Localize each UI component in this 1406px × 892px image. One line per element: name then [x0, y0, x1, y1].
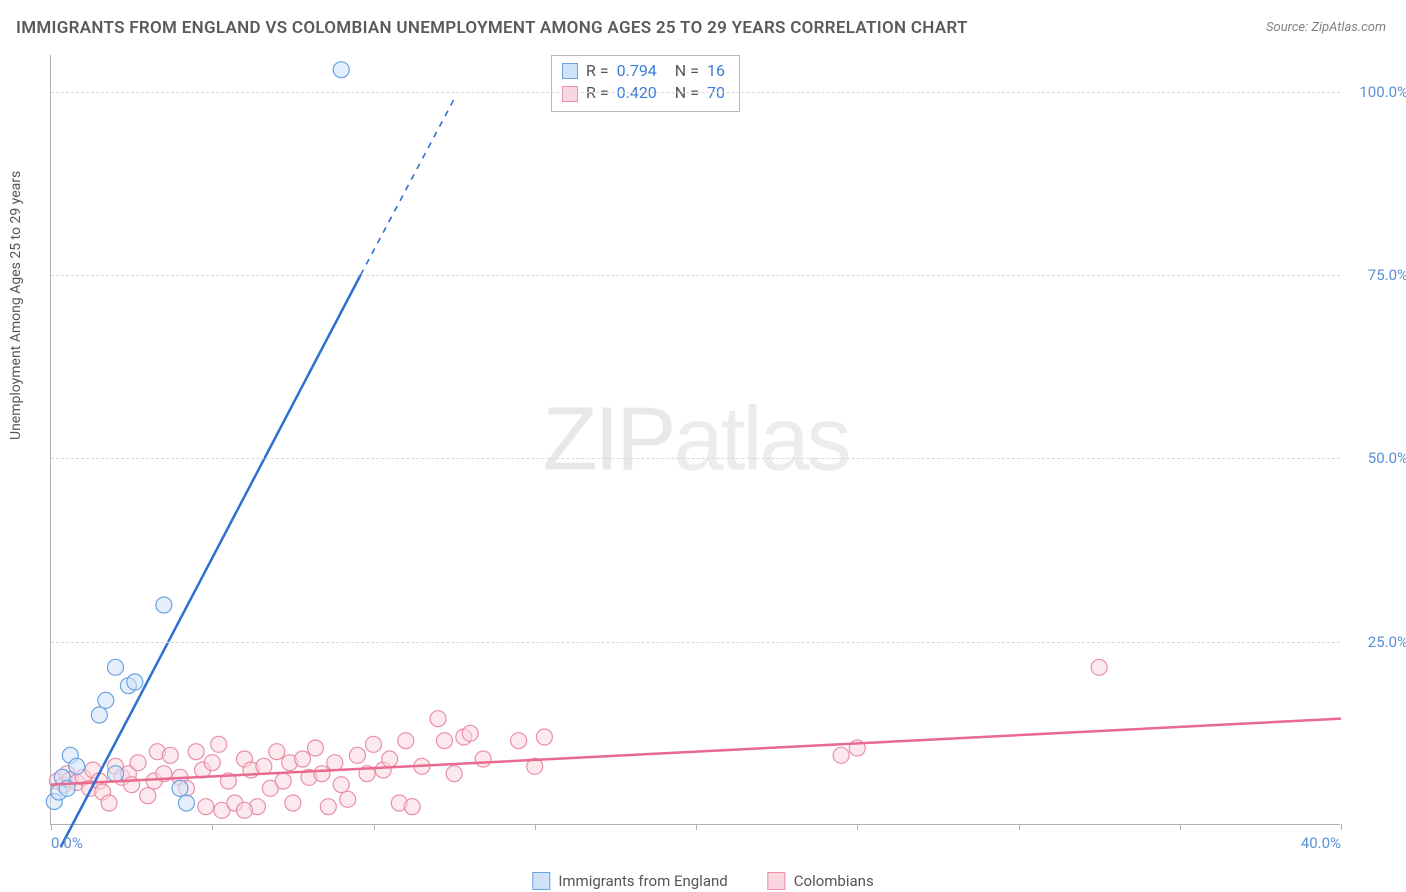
x-tick	[1180, 824, 1181, 830]
scatter-point-colombians	[314, 766, 330, 782]
scatter-point-colombians	[398, 733, 414, 749]
x-tick	[212, 824, 213, 830]
scatter-point-colombians	[1091, 659, 1107, 675]
scatter-point-colombians	[430, 711, 446, 727]
scatter-point-colombians	[404, 799, 420, 815]
x-tick	[51, 824, 52, 830]
y-tick-label: 50.0%	[1368, 449, 1406, 467]
legend-label: Colombians	[794, 872, 874, 890]
trend-line-england-dashed	[361, 99, 455, 275]
scatter-point-colombians	[307, 740, 323, 756]
scatter-point-colombians	[382, 751, 398, 767]
chart-title: IMMIGRANTS FROM ENGLAND VS COLOMBIAN UNE…	[16, 18, 968, 38]
scatter-point-colombians	[536, 729, 552, 745]
scatter-point-england	[127, 674, 143, 690]
stat-n-value: 16	[707, 60, 725, 82]
stats-row: R = 0.420 N = 70	[562, 82, 725, 104]
grid-line	[51, 642, 1340, 643]
legend-item: Colombians	[768, 872, 874, 890]
scatter-point-england	[156, 597, 172, 613]
y-tick-label: 100.0%	[1359, 83, 1406, 101]
stat-n-value: 70	[707, 82, 725, 104]
stat-swatch	[562, 63, 578, 79]
scatter-point-colombians	[475, 751, 491, 767]
stats-row: R = 0.794 N = 16	[562, 60, 725, 82]
scatter-point-colombians	[462, 725, 478, 741]
plot-area: ZIPatlas R =0.794N =16R =0.420N =70 25.0…	[50, 55, 1340, 825]
source-attribution: Source: ZipAtlas.com	[1266, 20, 1386, 35]
scatter-point-colombians	[320, 799, 336, 815]
stat-swatch	[562, 86, 578, 102]
scatter-point-colombians	[446, 766, 462, 782]
scatter-point-colombians	[188, 744, 204, 760]
scatter-point-england	[98, 692, 114, 708]
scatter-point-colombians	[295, 751, 311, 767]
y-tick-label: 75.0%	[1368, 266, 1406, 284]
scatter-point-colombians	[436, 733, 452, 749]
scatter-point-colombians	[285, 795, 301, 811]
legend-label: Immigrants from England	[558, 872, 727, 890]
scatter-point-england	[333, 62, 349, 78]
scatter-point-colombians	[333, 777, 349, 793]
scatter-point-colombians	[140, 788, 156, 804]
scatter-point-england	[108, 766, 124, 782]
scatter-point-colombians	[340, 791, 356, 807]
y-tick-label: 25.0%	[1368, 633, 1406, 651]
stat-n-label: N =	[675, 82, 699, 104]
scatter-point-england	[172, 780, 188, 796]
legend-swatch	[768, 872, 786, 890]
scatter-point-colombians	[211, 736, 227, 752]
grid-line	[51, 458, 1340, 459]
source-value: ZipAtlas.com	[1311, 20, 1386, 35]
scatter-point-colombians	[511, 733, 527, 749]
grid-line	[51, 275, 1340, 276]
x-tick	[535, 824, 536, 830]
x-tick-label: 0.0%	[51, 834, 83, 852]
source-label: Source:	[1266, 20, 1308, 35]
grid-line	[51, 92, 1340, 93]
legend-item: Immigrants from England	[532, 872, 727, 890]
scatter-point-colombians	[327, 755, 343, 771]
stat-r-value: 0.794	[617, 60, 657, 82]
stat-r-label: R =	[586, 82, 609, 104]
chart-svg	[51, 55, 1340, 824]
scatter-point-england	[108, 659, 124, 675]
stat-r-label: R =	[586, 60, 609, 82]
scatter-point-colombians	[204, 755, 220, 771]
scatter-point-colombians	[349, 747, 365, 763]
scatter-point-colombians	[237, 802, 253, 818]
legend-swatch	[532, 872, 550, 890]
x-tick	[1019, 824, 1020, 830]
x-tick	[696, 824, 697, 830]
x-tick	[857, 824, 858, 830]
scatter-point-colombians	[130, 755, 146, 771]
scatter-point-colombians	[256, 758, 272, 774]
x-tick-label: 40.0%	[1301, 834, 1341, 852]
bottom-legend: Immigrants from England Colombians	[532, 872, 873, 890]
x-tick	[1341, 824, 1342, 830]
stats-box: R = 0.794 N = 16 R = 0.420 N = 70	[551, 55, 740, 112]
scatter-point-england	[91, 707, 107, 723]
scatter-point-colombians	[162, 747, 178, 763]
scatter-point-colombians	[269, 744, 285, 760]
scatter-point-colombians	[101, 795, 117, 811]
scatter-point-colombians	[198, 799, 214, 815]
scatter-point-colombians	[366, 736, 382, 752]
x-tick	[374, 824, 375, 830]
scatter-point-colombians	[833, 747, 849, 763]
stat-r-value: 0.420	[617, 82, 657, 104]
stat-n-label: N =	[675, 60, 699, 82]
scatter-point-england	[178, 795, 194, 811]
scatter-point-colombians	[275, 773, 291, 789]
scatter-point-england	[69, 758, 85, 774]
y-axis-label: Unemployment Among Ages 25 to 29 years	[8, 171, 24, 440]
